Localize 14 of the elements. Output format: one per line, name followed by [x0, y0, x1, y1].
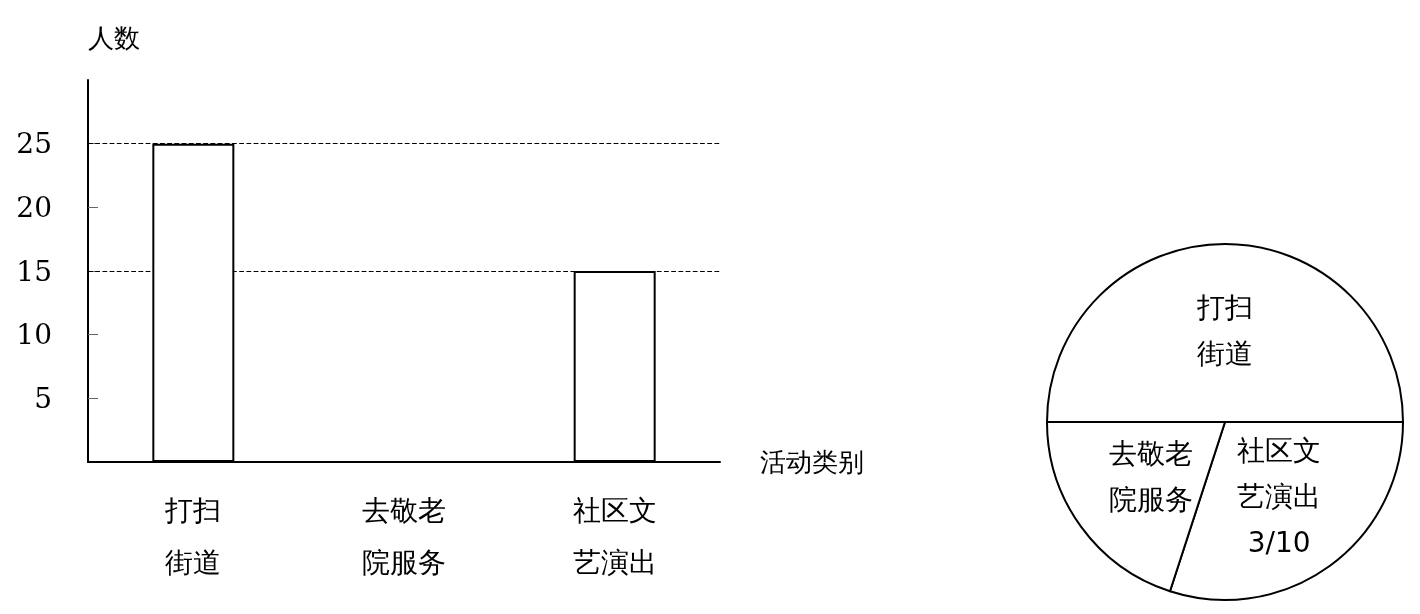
slice-label: 社区文艺演出: [1237, 433, 1322, 513]
x-tick-label: 打扫街道: [164, 493, 222, 579]
x-tick-label: 去敬老院服务: [362, 493, 446, 579]
y-tick-label: 20: [16, 190, 52, 224]
slice-label: 打扫街道: [1196, 290, 1253, 370]
y-tick-label: 10: [16, 318, 52, 352]
slice-label: 去敬老院服务: [1108, 436, 1193, 516]
y-tick-label: 15: [16, 254, 52, 288]
y-axis-title: 人数: [88, 23, 140, 53]
x-axis-title: 活动类别: [760, 447, 864, 477]
y-tick-label: 5: [34, 381, 52, 415]
y-tick-label: 25: [16, 127, 52, 161]
x-tick-label: 社区文艺演出: [572, 493, 657, 579]
data-label: 3/10: [1247, 525, 1311, 559]
